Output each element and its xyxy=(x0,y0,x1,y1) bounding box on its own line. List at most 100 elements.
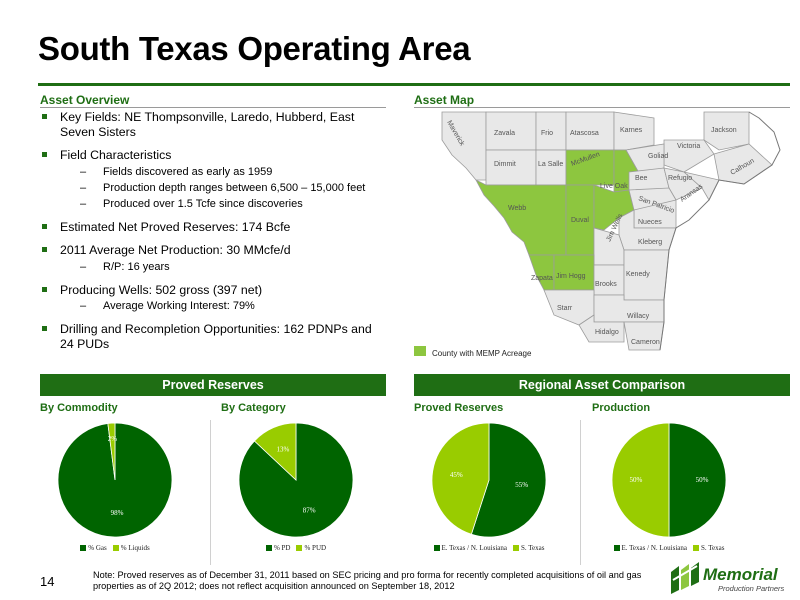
legend-label: S. Texas xyxy=(520,544,545,552)
regional-comparison-band: Regional Asset Comparison xyxy=(414,374,790,396)
legend-swatch xyxy=(265,545,272,551)
county-atascosa xyxy=(565,111,615,151)
pie-data-label: 45% xyxy=(450,471,463,479)
memorial-logo: Memorial Production Partners xyxy=(668,560,794,596)
label-jackson: Jackson xyxy=(711,127,737,134)
legend-label: % PUD xyxy=(304,544,327,552)
label-liveoak: Live Oak xyxy=(600,183,628,190)
legend-item: % PUD xyxy=(296,544,326,552)
legend-item: E. Texas / N. Louisiana xyxy=(613,544,687,552)
county-dimmit xyxy=(485,149,537,186)
label-refugio: Refugio xyxy=(668,175,692,182)
overview-bullet-text: Field Characteristics xyxy=(60,148,172,162)
legend-swatch xyxy=(433,545,440,551)
category-pie-legend: % PD % PUD xyxy=(211,544,381,552)
overview-bullet: Drilling and Recompletion Opportunities:… xyxy=(40,322,385,351)
asset-map-heading: Asset Map xyxy=(414,93,475,107)
county-map: Maverick Zavala Frio Atascosa Karnes Jac… xyxy=(441,111,781,351)
county-brooks xyxy=(593,264,625,296)
coastline xyxy=(659,111,781,351)
legend-swatch xyxy=(112,545,119,551)
regional-production-heading: Production xyxy=(592,402,651,414)
label-brooks: Brooks xyxy=(595,281,617,288)
label-starr: Starr xyxy=(557,305,573,312)
legend-label: E. Texas / N. Louisiana xyxy=(621,544,687,552)
commodity-pie-chart: 98% 2% xyxy=(57,422,173,538)
map-legend-label: County with MEMP Acreage xyxy=(432,349,532,358)
county-webb xyxy=(475,179,567,256)
overview-bullet: Estimated Net Proved Reserves: 174 Bcfe xyxy=(40,220,385,235)
legend-swatch xyxy=(512,545,519,551)
pie-slice xyxy=(253,422,297,481)
label-victoria: Victoria xyxy=(677,143,700,150)
regional-production-legend: E. Texas / N. Louisiana S. Texas xyxy=(584,544,754,552)
pie-slice xyxy=(431,422,490,535)
overview-bullet-text: 2011 Average Net Production: 30 MMcfe/d xyxy=(60,243,291,257)
overview-sub-bullet: Production depth ranges between 6,500 – … xyxy=(60,181,385,195)
asset-map-rule xyxy=(414,107,790,108)
asset-overview-list: Key Fields: NE Thompsonville, Laredo, Hu… xyxy=(40,110,385,360)
pie-data-label: 98% xyxy=(111,509,124,517)
overview-sub-bullet: Fields discovered as early as 1959 xyxy=(60,165,385,179)
label-atascosa: Atascosa xyxy=(570,130,599,137)
regional-production-pie-chart: 50% 50% xyxy=(611,422,727,538)
legend-swatch xyxy=(692,545,699,551)
legend-label: % Gas xyxy=(88,544,107,552)
county-zavala xyxy=(485,111,537,151)
legend-swatch xyxy=(296,545,303,551)
page-title: South Texas Operating Area xyxy=(38,30,471,67)
by-commodity-heading: By Commodity xyxy=(40,402,118,414)
legend-label: % PD xyxy=(273,544,291,552)
overview-bullet-text: Producing Wells: 502 gross (397 net) xyxy=(60,282,263,297)
overview-bullet-text: Estimated Net Proved Reserves: 174 Bcfe xyxy=(60,219,291,234)
asset-overview-heading: Asset Overview xyxy=(40,93,130,107)
pie-slice xyxy=(611,422,670,538)
pie-data-label: 50% xyxy=(696,476,709,484)
chart-divider xyxy=(580,420,581,565)
legend-swatch xyxy=(80,545,87,551)
pie-slice xyxy=(470,422,547,538)
regional-reserves-pie-chart: 55% 45% xyxy=(431,422,547,538)
label-goliad: Goliad xyxy=(648,153,668,160)
label-karnes: Karnes xyxy=(620,127,643,134)
county-jackson xyxy=(703,111,750,151)
overview-sub-bullet: R/P: 16 years xyxy=(60,260,385,274)
label-zapata: Zapata xyxy=(531,275,553,282)
legend-label: S. Texas xyxy=(700,544,725,552)
legend-item: S. Texas xyxy=(692,544,725,552)
label-lasalle: La Salle xyxy=(538,161,563,168)
overview-sub-bullet: Produced over 1.5 Tcfe since discoveries xyxy=(60,197,385,211)
chart-divider xyxy=(210,420,211,565)
legend-item: S. Texas xyxy=(512,544,545,552)
title-rule xyxy=(38,83,790,86)
legend-label: E. Texas / N. Louisiana xyxy=(441,544,507,552)
label-hidalgo: Hidalgo xyxy=(595,329,619,336)
overview-sub-bullet: Average Working Interest: 79% xyxy=(60,299,385,313)
label-kleberg: Kleberg xyxy=(638,239,662,246)
overview-bullet-text: Drilling and Recompletion Opportunities:… xyxy=(60,322,372,351)
overview-bullet: 2011 Average Net Production: 30 MMcfe/d R… xyxy=(40,243,385,274)
pie-data-label: 50% xyxy=(630,476,643,484)
label-frio: Frio xyxy=(541,130,553,137)
pie-data-label: 55% xyxy=(515,481,528,489)
regional-reserves-heading: Proved Reserves xyxy=(414,402,504,414)
label-nueces: Nueces xyxy=(638,219,662,226)
pie-slice xyxy=(107,422,116,481)
legend-item: % Liquids xyxy=(112,544,150,552)
regional-reserves-legend: E. Texas / N. Louisiana S. Texas xyxy=(404,544,574,552)
label-zavala: Zavala xyxy=(494,130,515,137)
label-bee: Bee xyxy=(635,175,648,182)
label-duval: Duval xyxy=(571,217,589,224)
page-number: 14 xyxy=(40,574,55,589)
label-kenedy: Kenedy xyxy=(626,271,650,278)
asset-overview-rule xyxy=(40,107,386,108)
legend-label: % Liquids xyxy=(120,544,150,552)
legend-item: % PD xyxy=(265,544,291,552)
county-refugio xyxy=(663,167,703,201)
logo-mark-icon xyxy=(671,562,699,594)
overview-bullet-text: Key Fields: NE Thompsonville, Laredo, Hu… xyxy=(60,110,355,139)
label-webb: Webb xyxy=(508,205,526,212)
logo-tagline: Production Partners xyxy=(718,584,785,593)
map-legend-swatch xyxy=(414,346,426,356)
label-jimhogg: Jim Hogg xyxy=(556,273,586,280)
